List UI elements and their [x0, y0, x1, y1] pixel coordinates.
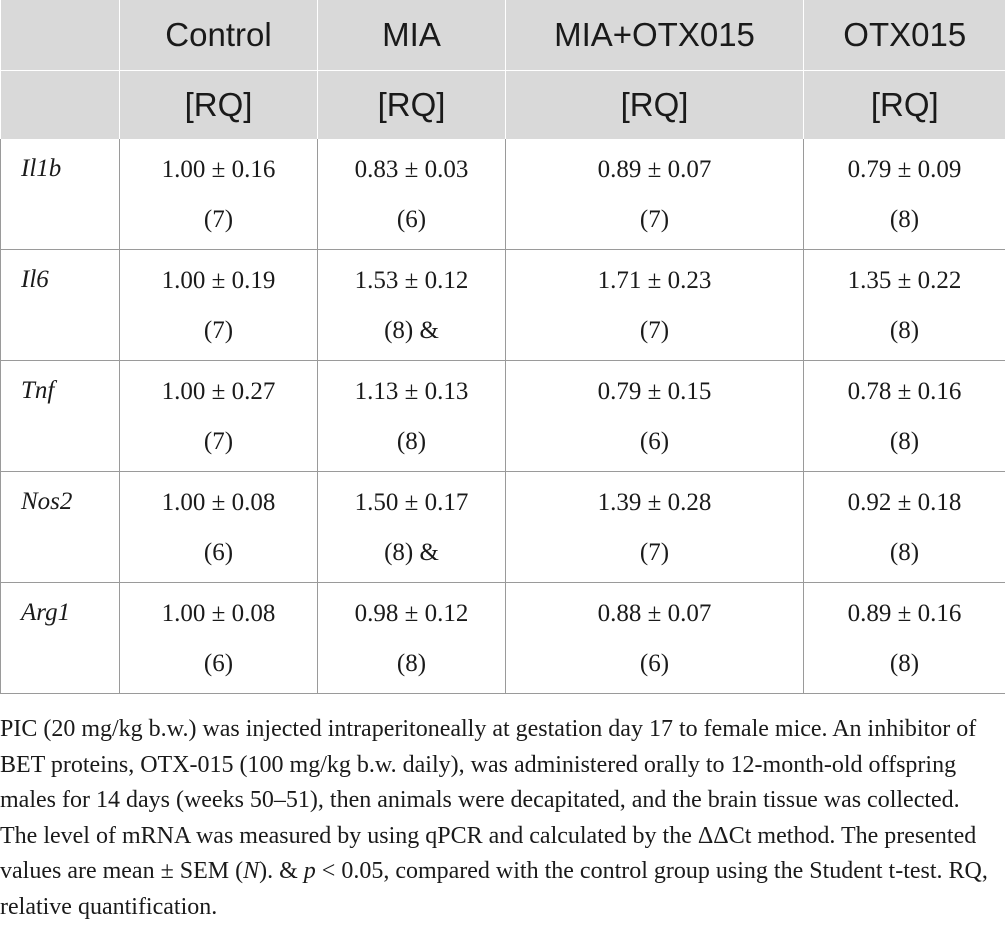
sample-size: (8) — [396, 428, 427, 455]
table-cell: 0.83 ± 0.03 (6) — [317, 139, 506, 250]
sample-size: (8) — [396, 650, 427, 677]
table-header: Control MIA MIA+OTX015 OTX015 [RQ] [RQ] … — [0, 0, 1005, 139]
sample-size: (6) — [396, 206, 427, 233]
table-cell: 1.39 ± 0.28 (7) — [505, 471, 804, 583]
mean-sem: 0.79 ± 0.15 — [597, 378, 712, 405]
table-row: Il1b 1.00 ± 0.16 (7) 0.83 ± 0.03 (6) 0.89 … — [0, 139, 1005, 250]
sample-size: (7) — [203, 428, 234, 455]
header-mia-otx015: MIA+OTX015 — [505, 0, 804, 71]
table-cell: 1.35 ± 0.22 (8) — [803, 249, 1005, 361]
mean-sem: 1.00 ± 0.19 — [161, 267, 276, 294]
table-footnote: PIC (20 mg/kg b.w.) was injected intrape… — [0, 712, 1000, 926]
table-cell: 0.78 ± 0.16 (8) — [803, 360, 1005, 472]
table-cell: 1.13 ± 0.13 (8) — [317, 360, 506, 472]
gene-name: Tnf — [0, 360, 120, 472]
sample-size: (8) — [889, 650, 920, 677]
gene-name: Il1b — [0, 139, 120, 250]
sample-size: (6) — [203, 539, 234, 566]
sample-size: (7) — [639, 206, 670, 233]
table-row: Il6 1.00 ± 0.19 (7) 1.53 ± 0.12 (8) & 1.71… — [0, 249, 1005, 361]
footnote-n-symbol: N — [243, 858, 260, 885]
footnote-text-1: PIC (20 mg/kg b.w.) was injected intrape… — [0, 716, 977, 885]
table-cell: 1.00 ± 0.27 (7) — [119, 360, 318, 472]
header-row-groups: Control MIA MIA+OTX015 OTX015 — [0, 0, 1005, 71]
sample-size: (7) — [639, 539, 670, 566]
gene-label: Il6 — [21, 266, 49, 293]
sample-size: (7) — [203, 206, 234, 233]
mean-sem: 1.53 ± 0.12 — [354, 267, 469, 294]
sample-size: (6) — [639, 428, 670, 455]
header-corner — [0, 0, 120, 71]
unit-mia-otx015: [RQ] — [505, 70, 804, 139]
mean-sem: 0.98 ± 0.12 — [354, 600, 469, 627]
table-cell: 0.79 ± 0.15 (6) — [505, 360, 804, 472]
mean-sem: 0.89 ± 0.07 — [597, 156, 712, 183]
gene-name: Arg1 — [0, 582, 120, 694]
table-cell: 0.92 ± 0.18 (8) — [803, 471, 1005, 583]
table-cell: 1.00 ± 0.08 (6) — [119, 582, 318, 694]
table-cell: 0.98 ± 0.12 (8) — [317, 582, 506, 694]
footnote-text-3: < 0.05, compared with the control group … — [0, 858, 988, 920]
sample-size: (8) & — [384, 539, 439, 566]
table-cell: 0.79 ± 0.09 (8) — [803, 139, 1005, 250]
mean-sem: 0.89 ± 0.16 — [847, 600, 962, 627]
header-row-units: [RQ] [RQ] [RQ] [RQ] — [0, 70, 1005, 139]
sample-size: (8) & — [384, 317, 439, 344]
gene-name: Il6 — [0, 249, 120, 361]
header-mia: MIA — [317, 0, 506, 71]
table-cell: 1.00 ± 0.16 (7) — [119, 139, 318, 250]
table-cell: 1.00 ± 0.19 (7) — [119, 249, 318, 361]
mean-sem: 0.78 ± 0.16 — [847, 378, 962, 405]
sample-size: (8) — [889, 428, 920, 455]
mean-sem: 1.35 ± 0.22 — [847, 267, 962, 294]
table-cell: 1.53 ± 0.12 (8) & — [317, 249, 506, 361]
table-cell: 0.88 ± 0.07 (6) — [505, 582, 804, 694]
header-control: Control — [119, 0, 318, 71]
table-cell: 1.71 ± 0.23 (7) — [505, 249, 804, 361]
sample-size: (6) — [203, 650, 234, 677]
mean-sem: 1.00 ± 0.08 — [161, 600, 276, 627]
mean-sem: 1.13 ± 0.13 — [354, 378, 469, 405]
table-cell: 0.89 ± 0.07 (7) — [505, 139, 804, 250]
gene-label: Tnf — [21, 377, 55, 404]
mean-sem: 0.88 ± 0.07 — [597, 600, 712, 627]
unit-corner — [0, 70, 120, 139]
table-row: Tnf 1.00 ± 0.27 (7) 1.13 ± 0.13 (8) 0.79 ±… — [0, 360, 1005, 472]
sample-size: (6) — [639, 650, 670, 677]
mean-sem: 1.00 ± 0.16 — [161, 156, 276, 183]
footnote-text-2: ). & — [259, 858, 304, 885]
mean-sem: 0.92 ± 0.18 — [847, 489, 962, 516]
mean-sem: 0.79 ± 0.09 — [847, 156, 962, 183]
footnote-p-symbol: p — [303, 858, 316, 885]
results-table: Control MIA MIA+OTX015 OTX015 [RQ] [RQ] … — [0, 0, 1005, 694]
table-cell: 1.50 ± 0.17 (8) & — [317, 471, 506, 583]
mean-sem: 1.39 ± 0.28 — [597, 489, 712, 516]
sample-size: (8) — [889, 206, 920, 233]
header-otx015: OTX015 — [803, 0, 1005, 71]
table-cell: 1.00 ± 0.08 (6) — [119, 471, 318, 583]
mean-sem: 1.71 ± 0.23 — [597, 267, 712, 294]
unit-otx015: [RQ] — [803, 70, 1005, 139]
sample-size: (8) — [889, 539, 920, 566]
gene-label: Nos2 — [21, 488, 73, 515]
mean-sem: 0.83 ± 0.03 — [354, 156, 469, 183]
unit-control: [RQ] — [119, 70, 318, 139]
unit-mia: [RQ] — [317, 70, 506, 139]
mean-sem: 1.50 ± 0.17 — [354, 489, 469, 516]
gene-label: Il1b — [21, 155, 62, 182]
gene-label: Arg1 — [21, 599, 71, 626]
mean-sem: 1.00 ± 0.08 — [161, 489, 276, 516]
table-row: Arg1 1.00 ± 0.08 (6) 0.98 ± 0.12 (8) 0.88 … — [0, 582, 1005, 694]
sample-size: (7) — [639, 317, 670, 344]
sample-size: (7) — [203, 317, 234, 344]
table-row: Nos2 1.00 ± 0.08 (6) 1.50 ± 0.17 (8) & 1.3… — [0, 471, 1005, 583]
sample-size: (8) — [889, 317, 920, 344]
table-cell: 0.89 ± 0.16 (8) — [803, 582, 1005, 694]
gene-name: Nos2 — [0, 471, 120, 583]
mean-sem: 1.00 ± 0.27 — [161, 378, 276, 405]
table-body: Il1b 1.00 ± 0.16 (7) 0.83 ± 0.03 (6) 0.89 … — [0, 139, 1005, 694]
